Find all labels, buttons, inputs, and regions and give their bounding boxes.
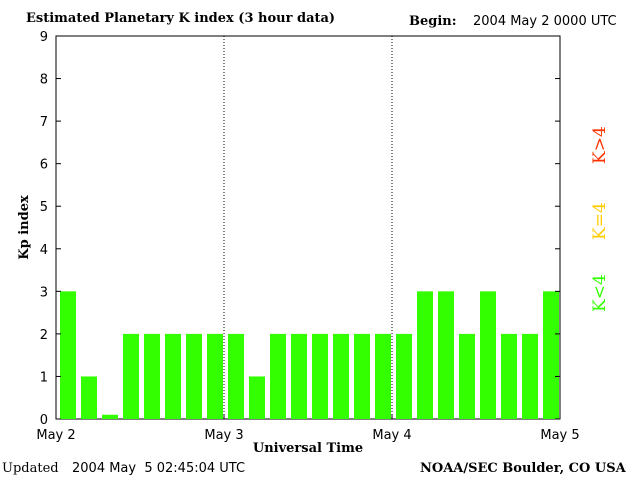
kp-bar	[543, 291, 559, 419]
kp-bar	[396, 333, 412, 419]
kp-bar	[165, 333, 181, 419]
data-source: NOAA/SEC Boulder, CO USA	[420, 461, 626, 476]
kp-bar	[228, 333, 244, 419]
kp-bar	[207, 333, 223, 419]
updated-label: Updated	[2, 461, 59, 476]
y-tick-label: 6	[40, 158, 48, 173]
y-tick-label: 8	[40, 73, 48, 88]
y-tick-label: 7	[40, 115, 48, 130]
kp-bar	[60, 291, 76, 419]
x-tick-label: May 2	[36, 428, 75, 443]
updated-value: 2004 May 5 02:45:04 UTC	[72, 461, 246, 476]
y-tick-label: 1	[40, 370, 48, 385]
kp-bar	[354, 333, 370, 419]
kp-bar	[123, 333, 139, 419]
x-tick-label: May 3	[204, 428, 243, 443]
x-axis-label: Universal Time	[253, 441, 363, 456]
kp-bar	[522, 333, 538, 419]
y-axis-label: Kp index	[17, 195, 32, 260]
kp-bar	[144, 333, 160, 419]
begin-label: Begin:	[409, 14, 457, 29]
kp-bar	[417, 291, 433, 419]
legend-k-greater-4: K>4	[590, 126, 610, 164]
kp-bar	[333, 333, 349, 419]
legend-k-equal-4: K=4	[590, 202, 610, 240]
y-tick-label: 0	[40, 413, 48, 428]
y-tick-label: 5	[40, 200, 48, 215]
kp-bar	[375, 333, 391, 419]
begin-value: 2004 May 2 0000 UTC	[473, 14, 617, 29]
kp-bar	[312, 333, 328, 419]
y-tick-label: 3	[40, 285, 48, 300]
kp-bar	[501, 333, 517, 419]
legend-k-less-4: K<4	[590, 274, 610, 312]
y-tick-label: 9	[40, 30, 48, 45]
kp-bar	[291, 333, 307, 419]
chart-title: Estimated Planetary K index (3 hour data…	[26, 11, 336, 26]
kp-bar	[249, 376, 265, 419]
x-tick-label: May 4	[372, 428, 411, 443]
kp-bar	[480, 291, 496, 419]
x-tick-label: May 5	[540, 428, 579, 443]
kp-bar	[270, 333, 286, 419]
kp-bar	[102, 414, 118, 419]
y-tick-label: 4	[40, 243, 48, 258]
kp-bar	[438, 291, 454, 419]
kp-bar	[459, 333, 475, 419]
kp-bar	[186, 333, 202, 419]
y-tick-label: 2	[40, 328, 48, 343]
plot-frame	[55, 35, 561, 420]
kp-bar	[81, 376, 97, 419]
